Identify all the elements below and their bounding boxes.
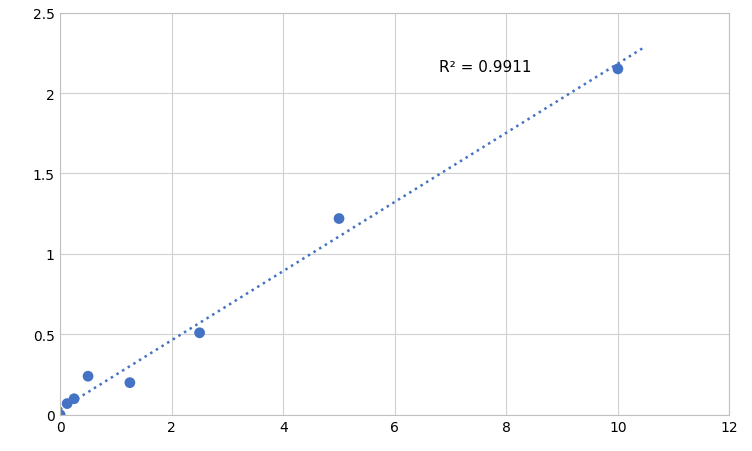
Text: R² = 0.9911: R² = 0.9911: [439, 60, 532, 74]
Point: [612, 66, 624, 74]
Point: [124, 379, 136, 387]
Point: [333, 216, 345, 223]
Point: [61, 400, 73, 407]
Point: [193, 329, 205, 336]
Point: [68, 395, 80, 402]
Point: [82, 373, 94, 380]
Point: [54, 411, 66, 419]
